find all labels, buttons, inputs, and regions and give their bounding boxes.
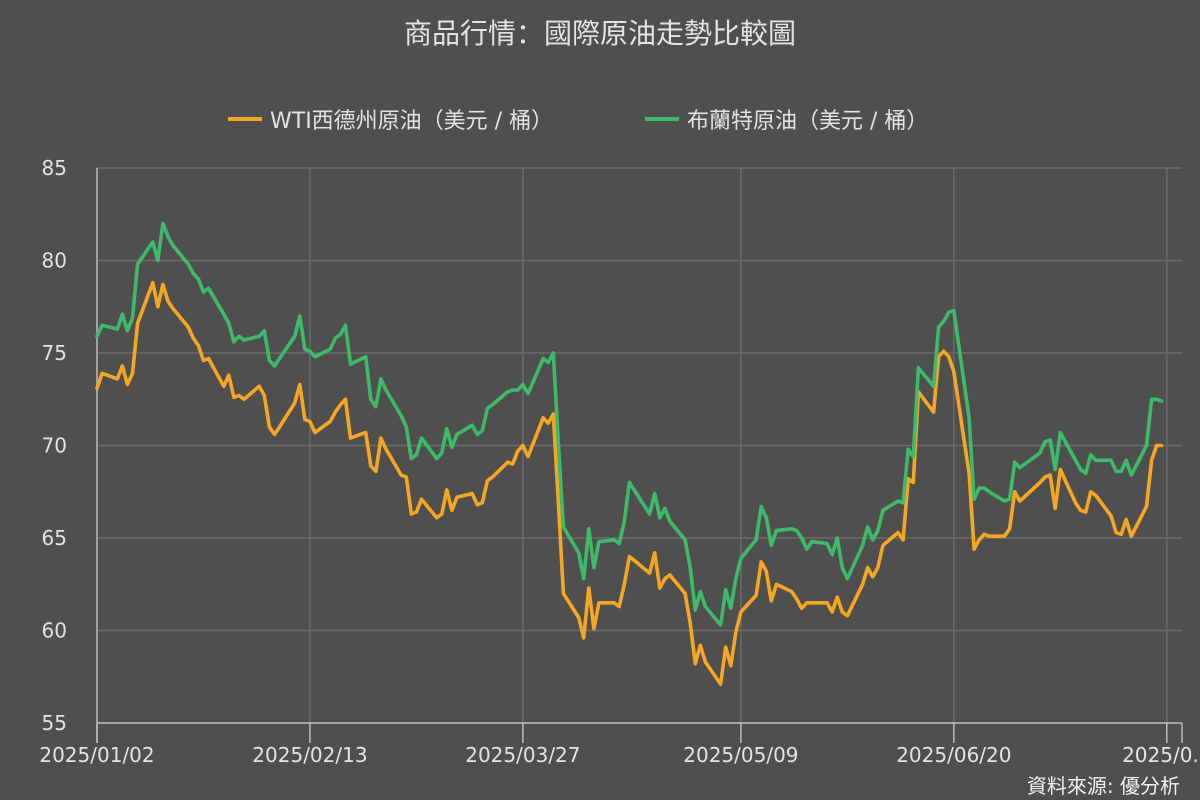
legend-item-brent[interactable]: 布蘭特原油（美元 / 桶） bbox=[645, 109, 928, 134]
y-tick-label: 75 bbox=[42, 341, 67, 365]
chart-title: 商品行情：國際原油走勢比較圖 bbox=[404, 17, 796, 50]
y-tick-label: 60 bbox=[42, 619, 67, 643]
series-line-wti bbox=[95, 280, 1164, 686]
y-tick-label: 85 bbox=[42, 156, 67, 180]
legend-label-wti: WTI西德州原油（美元 / 桶） bbox=[270, 109, 553, 134]
gridlines bbox=[97, 167, 1182, 723]
x-tick-label: 2025/0... bbox=[1122, 743, 1200, 767]
x-tick-label: 2025/03/27 bbox=[465, 743, 580, 767]
y-tick-label: 65 bbox=[42, 526, 67, 550]
axes: 55 60 65 70 75 80 85 2025/01/02 2025/02/13 2025/0… bbox=[39, 156, 1200, 767]
legend-item-wti[interactable]: WTI西德州原油（美元 / 桶） bbox=[228, 109, 553, 134]
x-tick-label: 2025/01/02 bbox=[39, 743, 154, 767]
legend: WTI西德州原油（美元 / 桶） 布蘭特原油（美元 / 桶） bbox=[228, 109, 928, 134]
series-lines bbox=[95, 221, 1164, 686]
x-tick-label: 2025/05/09 bbox=[683, 743, 798, 767]
y-tick-label: 55 bbox=[42, 711, 67, 735]
x-tick-label: 2025/06/20 bbox=[896, 743, 1011, 767]
y-tick-label: 70 bbox=[42, 434, 67, 458]
series-line-brent bbox=[95, 221, 1164, 627]
y-tick-label: 80 bbox=[42, 249, 67, 273]
source-note: 資料來源: 優分析 bbox=[1027, 774, 1180, 798]
x-tick-label: 2025/02/13 bbox=[252, 743, 367, 767]
legend-label-brent: 布蘭特原油（美元 / 桶） bbox=[687, 109, 928, 134]
